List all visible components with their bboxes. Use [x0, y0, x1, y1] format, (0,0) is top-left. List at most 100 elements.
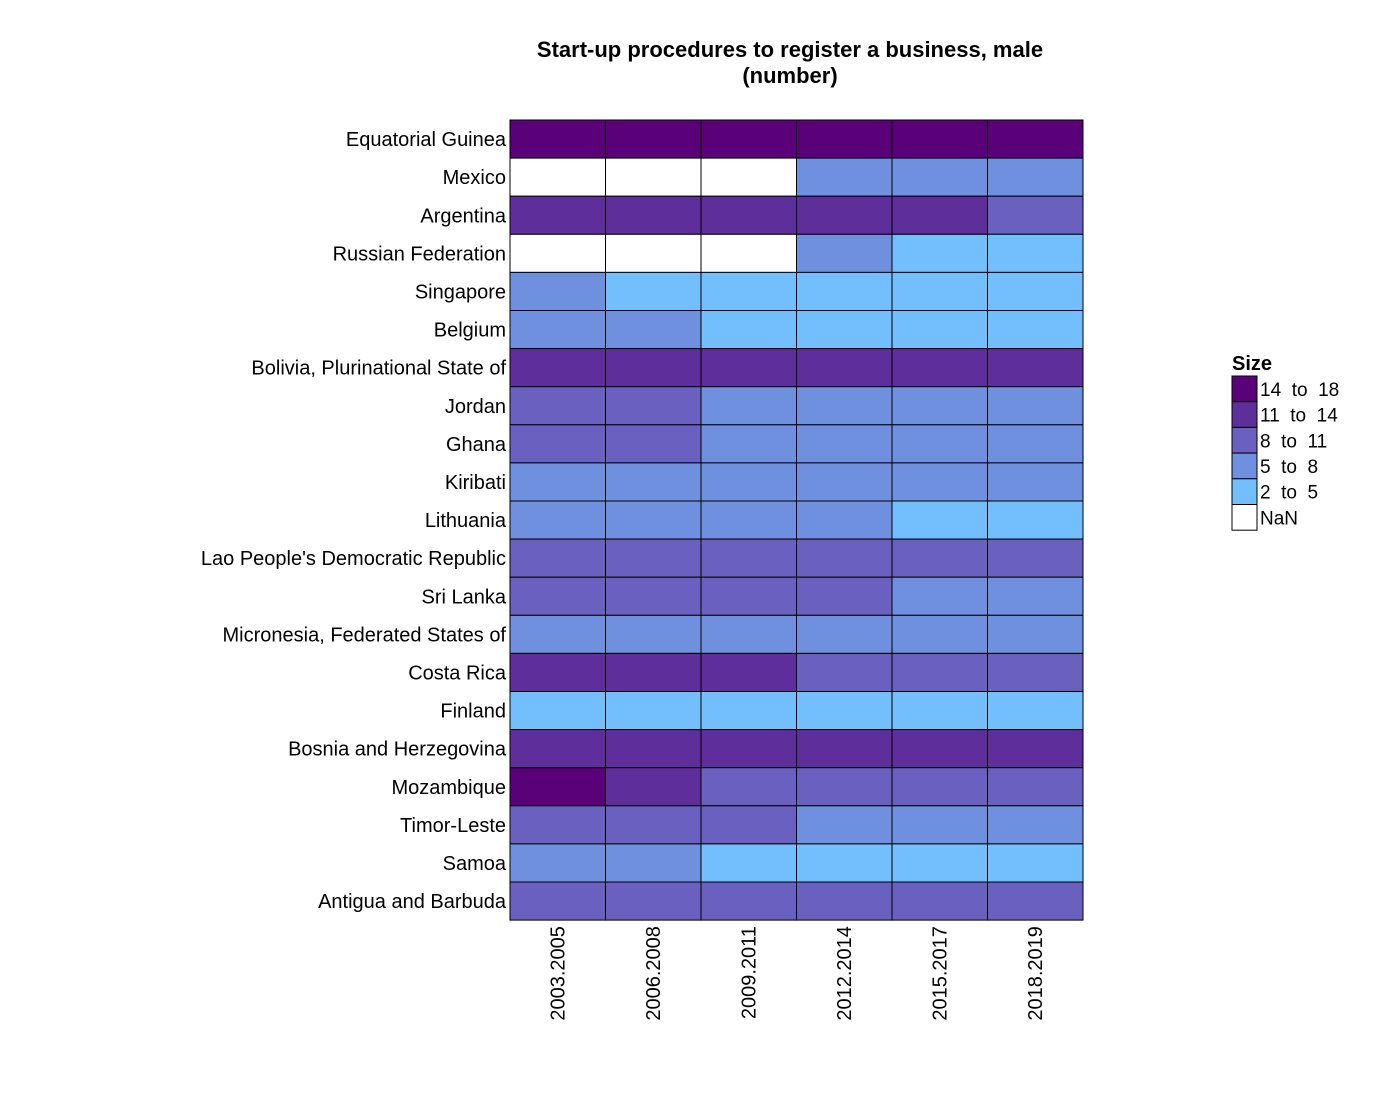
- heatmap-cell: [700, 424, 797, 464]
- legend-swatch: [1231, 426, 1258, 454]
- heatmap-cell: [891, 310, 988, 350]
- heatmap-cell: [509, 348, 606, 388]
- row-label: Bolivia, Plurinational State of: [251, 358, 506, 380]
- heatmap-cell: [605, 691, 702, 731]
- heatmap-cell: [987, 843, 1084, 883]
- heatmap-cell: [700, 881, 797, 921]
- heatmap-cell: [796, 424, 893, 464]
- heatmap-cell: [605, 157, 702, 197]
- column-label: 2006.2008: [643, 926, 665, 1021]
- column-label: 2015.2017: [930, 926, 952, 1021]
- heatmap-cell: [891, 881, 988, 921]
- heatmap-cell: [796, 195, 893, 235]
- row-label: Russian Federation: [333, 243, 506, 265]
- heatmap-cell: [987, 233, 1084, 273]
- column-label: 2003.2005: [548, 926, 570, 1021]
- heatmap-cell: [605, 310, 702, 350]
- heatmap-cell: [987, 348, 1084, 388]
- row-label: Mexico: [443, 167, 506, 189]
- heatmap-cell: [700, 271, 797, 311]
- heatmap-cell: [509, 310, 606, 350]
- heatmap-cell: [891, 614, 988, 654]
- heatmap-cell: [700, 576, 797, 616]
- heatmap-cell: [605, 271, 702, 311]
- legend-label: 8 to 11: [1260, 431, 1327, 452]
- heatmap-cell: [700, 729, 797, 769]
- heatmap-cell: [987, 729, 1084, 769]
- heatmap-cell: [796, 157, 893, 197]
- column-labels: 2003.2005 2006.2008 2009.2011 2012.2014 2015…: [548, 926, 1048, 1021]
- heatmap-cell: [700, 462, 797, 502]
- row-label: Antigua and Barbuda: [318, 891, 507, 913]
- heatmap-cell: [700, 348, 797, 388]
- row-label: Mozambique: [391, 777, 506, 799]
- heatmap-cell: [891, 652, 988, 693]
- heatmap-cell: [796, 500, 893, 540]
- heatmap-cell: [891, 233, 988, 273]
- heatmap-cell: [796, 271, 893, 311]
- row-label: Lithuania: [425, 510, 507, 532]
- heatmap-cell: [605, 881, 702, 921]
- heatmap-cell: [987, 386, 1084, 426]
- heatmap-cell: [605, 729, 702, 769]
- heatmap-cell: [605, 119, 702, 159]
- heatmap-cell: [509, 233, 606, 273]
- heatmap-cell: [987, 310, 1084, 350]
- heatmap-cell: [509, 729, 606, 769]
- row-labels: Equatorial Guinea Mexico Argentina Russian …: [201, 129, 507, 913]
- heatmap-cell: [509, 614, 606, 654]
- legend-label: 14 to 18: [1260, 380, 1339, 401]
- heatmap-cell: [891, 576, 988, 616]
- legend-swatch: [1231, 375, 1258, 403]
- row-label: Singapore: [415, 281, 506, 303]
- heatmap-cell: [796, 576, 893, 616]
- heatmap-cell: [605, 233, 702, 273]
- heatmap-cell: [796, 767, 893, 807]
- heatmap-cell: [796, 843, 893, 883]
- heatmap-cell: [796, 729, 893, 769]
- heatmap-cell: [700, 233, 797, 273]
- heatmap-cell: [700, 157, 797, 197]
- heatmap-cell: [700, 805, 797, 845]
- column-label: 2018.2019: [1025, 926, 1047, 1021]
- heatmap-cell: [987, 157, 1084, 197]
- heatmap-cell: [605, 500, 702, 540]
- heatmap-cell: [987, 195, 1084, 235]
- legend-swatch: [1231, 401, 1258, 428]
- heatmap-cell: [987, 614, 1084, 654]
- heatmap-cell: [796, 233, 893, 273]
- legend-swatch: [1231, 504, 1258, 531]
- heatmap-cell: [509, 424, 606, 464]
- heatmap-cell: [796, 386, 893, 426]
- heatmap-cell: [605, 767, 702, 807]
- row-label: Jordan: [445, 396, 506, 418]
- heatmap-cell: [891, 500, 988, 540]
- heatmap-cell: [509, 271, 606, 311]
- heatmap-cell: [987, 576, 1084, 616]
- heatmap-cell: [700, 691, 797, 731]
- legend-swatch: [1231, 452, 1258, 480]
- heatmap-cell: [891, 843, 988, 883]
- legend-label: 11 to 14: [1260, 406, 1338, 427]
- row-label: Argentina: [420, 205, 506, 227]
- chart-title-line-1: Start-up procedures to register a busine…: [537, 37, 1043, 62]
- heatmap-cell: [987, 462, 1084, 502]
- heatmap-cells: [509, 119, 1084, 921]
- heatmap-cell: [987, 271, 1084, 311]
- heatmap-cell: [891, 462, 988, 502]
- heatmap-cell: [987, 119, 1084, 159]
- heatmap-cell: [891, 729, 988, 769]
- heatmap-cell: [987, 881, 1084, 921]
- heatmap-cell: [796, 119, 893, 159]
- heatmap-cell: [891, 119, 988, 159]
- heatmap-cell: [891, 538, 988, 578]
- heatmap-cell: [605, 614, 702, 654]
- heatmap-cell: [891, 386, 988, 426]
- heatmap-cell: [987, 538, 1084, 578]
- heatmap-cell: [700, 195, 797, 235]
- heatmap-cell: [509, 195, 606, 235]
- heatmap-cell: [796, 652, 893, 693]
- heatmap-cell: [796, 348, 893, 388]
- heatmap-cell: [605, 538, 702, 578]
